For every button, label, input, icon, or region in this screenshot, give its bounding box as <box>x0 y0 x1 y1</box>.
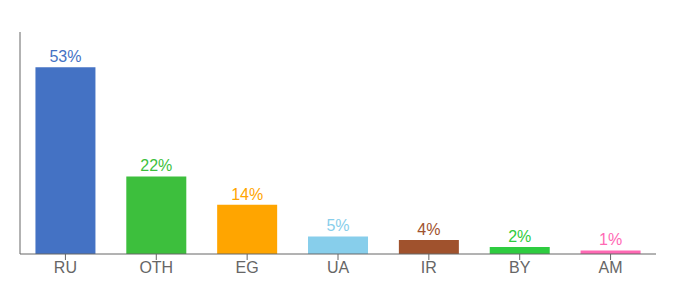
svg-text:BY: BY <box>509 259 531 276</box>
svg-text:2%: 2% <box>508 228 531 245</box>
svg-text:53%: 53% <box>49 48 81 65</box>
svg-text:EG: EG <box>236 259 259 276</box>
svg-text:1%: 1% <box>599 231 622 248</box>
svg-text:14%: 14% <box>231 186 263 203</box>
svg-text:IR: IR <box>421 259 437 276</box>
svg-text:RU: RU <box>54 259 77 276</box>
svg-text:OTH: OTH <box>139 259 173 276</box>
svg-text:AM: AM <box>599 259 623 276</box>
svg-text:22%: 22% <box>140 157 172 174</box>
svg-text:UA: UA <box>327 259 350 276</box>
svg-text:4%: 4% <box>417 221 440 238</box>
svg-text:5%: 5% <box>326 217 349 234</box>
